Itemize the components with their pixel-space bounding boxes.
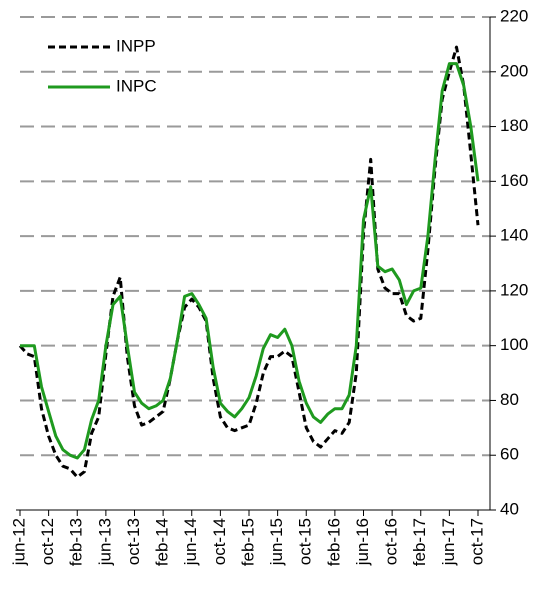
line-series [18, 45, 480, 479]
y-tick-label: 80 [500, 390, 519, 409]
y-tick-label: 140 [500, 226, 528, 245]
legend-label: INPC [116, 76, 157, 95]
x-tick-label: oct-12 [38, 518, 57, 565]
y-tick-label: 220 [500, 6, 528, 25]
y-tick-label: 40 [500, 499, 519, 518]
x-tick-label: jun-14 [181, 518, 200, 566]
x-tick-label: oct-16 [382, 518, 401, 565]
x-tick-label: jun-15 [267, 518, 286, 566]
x-tick-label: feb-16 [324, 518, 343, 566]
x-tick-label: feb-14 [153, 518, 172, 566]
y-tick-label: 160 [500, 171, 528, 190]
x-tick-label: jun-12 [9, 518, 28, 566]
x-tick-label: feb-13 [67, 518, 86, 566]
y-tick-label: 180 [500, 116, 528, 135]
x-tick-label: oct-17 [467, 518, 486, 565]
x-tick-label: jun-17 [439, 518, 458, 566]
x-tick-label: jun-16 [353, 518, 372, 566]
y-tick-label: 120 [500, 280, 528, 299]
line-series [20, 62, 480, 460]
legend-label: INPP [116, 36, 156, 55]
x-tick-label: oct-13 [124, 518, 143, 565]
x-tick-label: feb-17 [410, 518, 429, 566]
x-tick-label: oct-15 [296, 518, 315, 565]
y-tick-label: 100 [500, 335, 528, 354]
y-tick-label: 60 [500, 445, 519, 464]
y-tick-label: 200 [500, 61, 528, 80]
x-tick-label: jun-13 [95, 518, 114, 566]
x-tick-label: oct-14 [210, 518, 229, 565]
x-tick-label: feb-15 [238, 518, 257, 566]
